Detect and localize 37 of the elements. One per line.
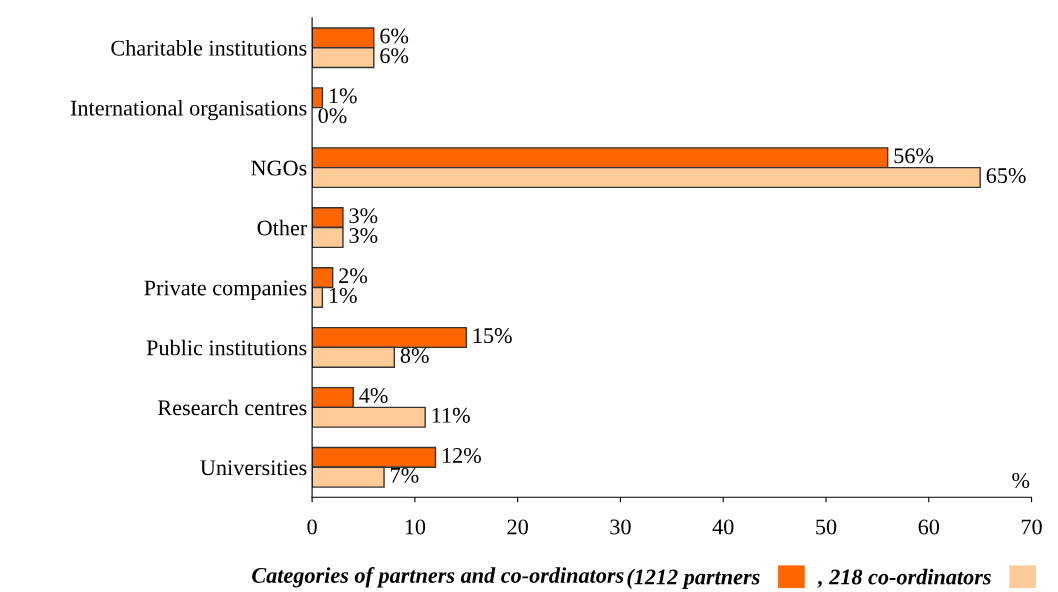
y-tick-label: Universities — [200, 460, 307, 476]
bar — [312, 87, 324, 109]
data-label: 6% — [380, 28, 409, 44]
legend-label: , 218 co-ordinators — [817, 568, 991, 588]
data-label: 7% — [391, 467, 419, 483]
data-label: 3% — [349, 228, 378, 244]
data-label: 12% — [442, 447, 481, 464]
y-tick-label: Research centres — [157, 399, 307, 416]
y-tick-label: Other — [257, 219, 308, 236]
x-tick-label: 20 — [507, 519, 528, 535]
x-tick-label: 0 — [307, 519, 317, 535]
x-tick-label: 50 — [816, 519, 837, 535]
y-tick-label: Public institutions — [146, 339, 307, 356]
data-label: 11% — [432, 407, 470, 423]
data-label: 15% — [473, 328, 512, 344]
x-tick-label: 60 — [918, 519, 940, 535]
x-tick-label: 70 — [1021, 519, 1042, 535]
data-label: 8% — [400, 347, 429, 363]
data-label: 4% — [359, 388, 388, 404]
y-tick-label: NGOs — [251, 160, 307, 176]
data-label: 65% — [986, 168, 1026, 184]
data-label: 56% — [894, 148, 934, 164]
x-tick-label: 10 — [405, 519, 426, 535]
legend-label: (1212 partners — [627, 568, 760, 590]
data-label: 3% — [349, 208, 378, 224]
data-label: 0% — [318, 108, 347, 124]
data-label: 1% — [329, 287, 357, 304]
x-tick-label: 40 — [712, 519, 734, 535]
data-label: 2% — [339, 268, 368, 284]
x-tick-label: 30 — [610, 519, 631, 535]
y-tick-label: Private companies — [144, 280, 307, 300]
x-axis-title: Categories of partners and co-ordinators — [252, 567, 624, 588]
y-tick-label: International organisations — [70, 99, 307, 121]
data-label: 6% — [380, 48, 409, 64]
annotation: % — [1012, 472, 1030, 489]
data-label: 1% — [329, 88, 357, 104]
y-tick-label: Charitable institutions — [111, 40, 307, 56]
